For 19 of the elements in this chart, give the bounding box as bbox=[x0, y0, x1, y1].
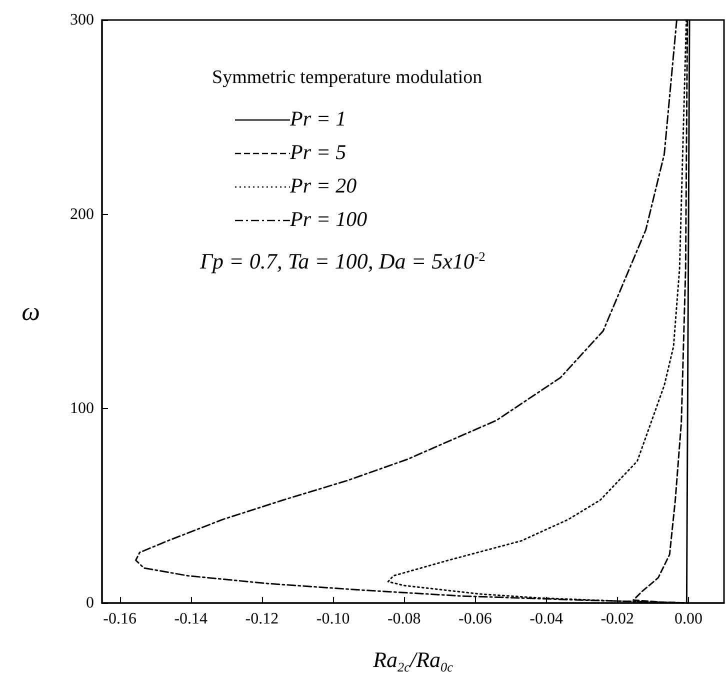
y-tick-label: 0 bbox=[86, 594, 94, 612]
y-tick-label: 100 bbox=[70, 400, 94, 418]
x-tick-label: -0.08 bbox=[387, 610, 421, 628]
legend-title: Symmetric temperature modulation bbox=[212, 67, 483, 88]
x-tick-label: 0.00 bbox=[674, 610, 702, 628]
y-tick-label: 200 bbox=[70, 206, 94, 223]
legend-label: Pr = 100 bbox=[289, 207, 368, 231]
x-tick-label: -0.12 bbox=[245, 610, 279, 628]
y-tick-label: 300 bbox=[70, 12, 94, 28]
legend-label: Pr = 5 bbox=[289, 140, 346, 164]
x-tick-label: -0.06 bbox=[458, 610, 492, 628]
x-tick-label: -0.04 bbox=[530, 610, 563, 628]
y-axis-title: ω bbox=[22, 297, 40, 326]
legend-label: Pr = 1 bbox=[289, 106, 346, 130]
x-tick-label: -0.02 bbox=[600, 610, 634, 628]
x-tick-label: -0.14 bbox=[174, 610, 208, 628]
x-tick-label: -0.16 bbox=[103, 610, 136, 628]
legend-label: Pr = 20 bbox=[289, 174, 358, 198]
x-tick-label: -0.10 bbox=[316, 610, 350, 628]
